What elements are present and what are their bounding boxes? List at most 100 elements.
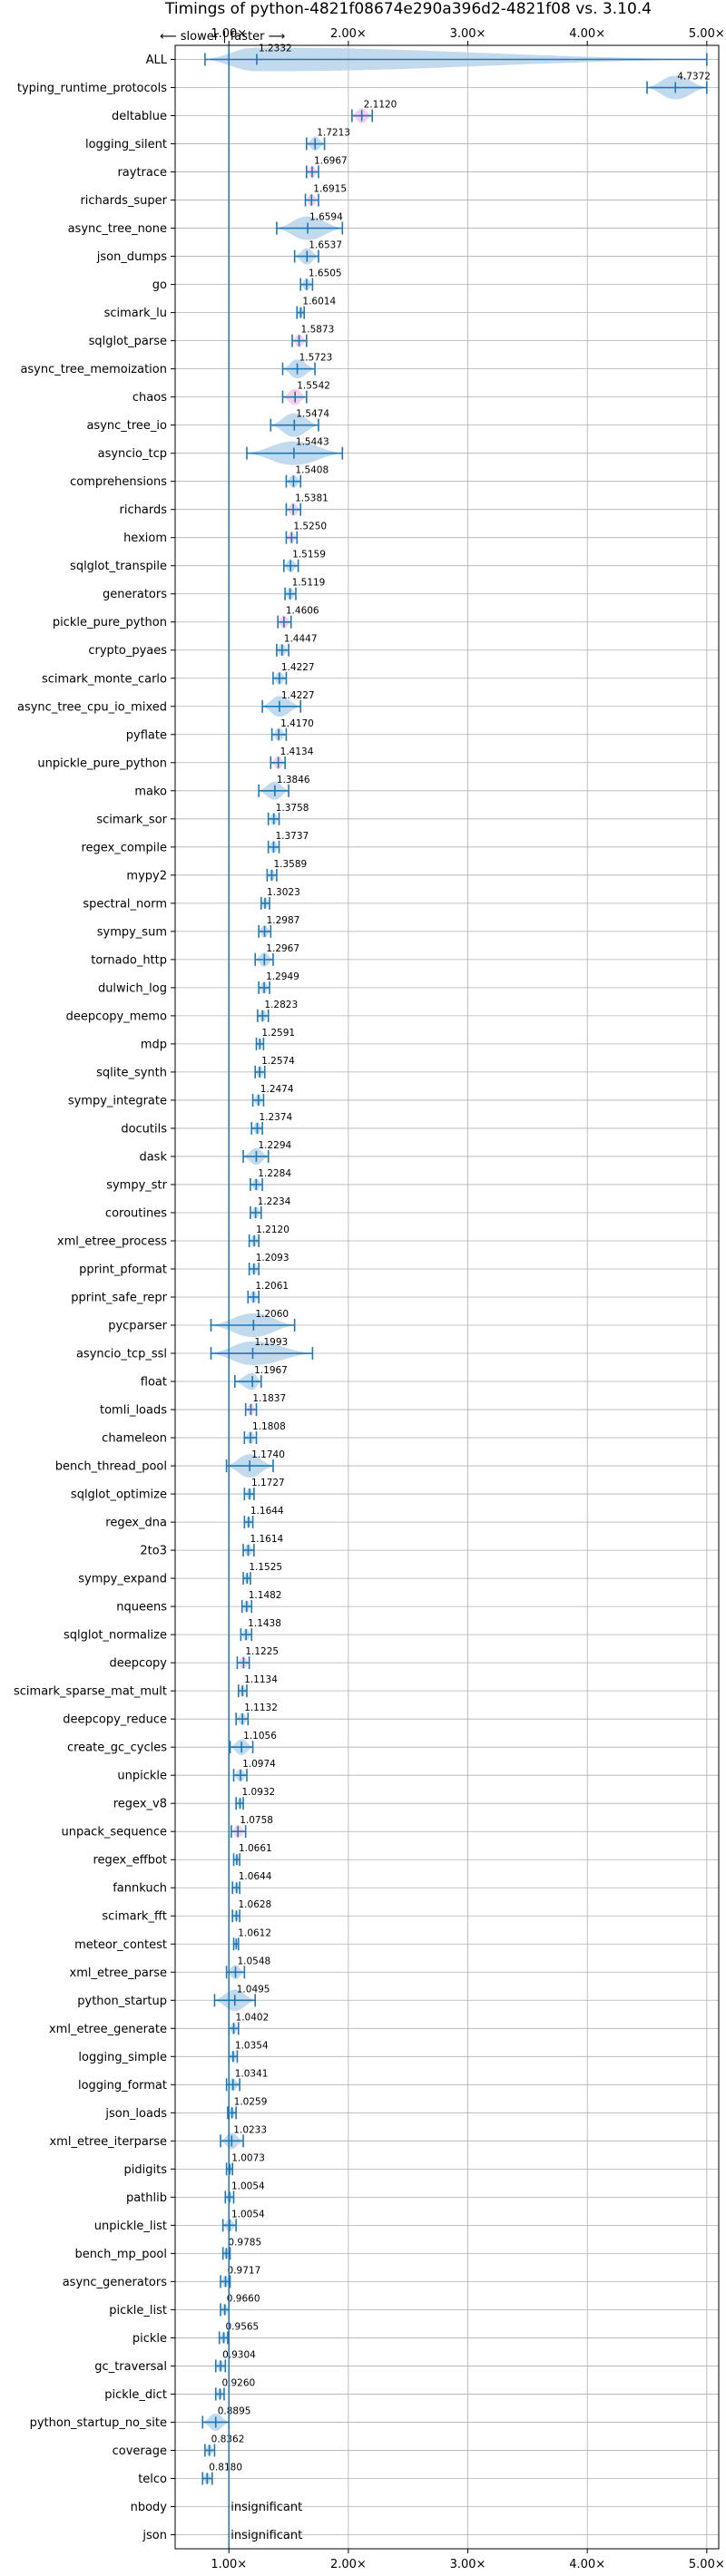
value-label: 1.3737 [275,831,309,842]
benchmark-label: async_tree_io [86,419,167,433]
benchmark-label: fannkuch [113,1882,167,1896]
value-label: 1.5159 [292,550,326,561]
benchmark-label: richards_super [80,194,167,208]
benchmark-label: unpickle [117,1770,167,1783]
insignificant-label: insignificant [231,2529,302,2542]
benchmark-label: pidigits [124,2163,168,2177]
value-label: 1.0402 [236,2012,270,2023]
value-label: 1.1056 [243,1731,277,1742]
benchmark-label: sympy_sum [97,925,167,939]
benchmark-label: unpickle_list [94,2220,167,2233]
benchmark-label: async_tree_memoization [20,363,167,376]
value-label: 1.0054 [231,2181,265,2191]
value-label: 1.2294 [258,1140,291,1151]
benchmark-label: tomli_loads [100,1404,167,1418]
benchmark-label: coroutines [105,1206,167,1220]
value-label: 1.1525 [249,1562,282,1573]
value-label: 1.0758 [240,1815,273,1826]
value-label: 1.1837 [252,1393,286,1404]
value-label: 1.2120 [256,1225,289,1235]
value-label: 1.2332 [259,44,292,54]
value-label: 1.4134 [280,746,314,757]
value-label: 1.6594 [309,212,343,223]
benchmark-label: sympy_integrate [68,1094,167,1107]
value-label: 1.5119 [292,578,326,589]
value-label: 1.0644 [239,1871,272,1882]
benchmark-label: json_dumps [96,250,167,264]
benchmark-label: spectral_norm [83,897,167,911]
value-label: 1.7213 [317,128,350,139]
value-label: 0.9785 [228,2237,261,2248]
value-label: 1.2474 [260,1084,294,1095]
value-label: 1.0548 [237,1956,270,1966]
value-label: 0.9304 [222,2349,256,2360]
benchmark-label: logging_format [78,2079,167,2093]
value-label: 1.1993 [254,1337,288,1348]
benchmark-label: json_loads [104,2107,167,2121]
benchmark-label: deltablue [112,110,167,123]
benchmark-label: hexiom [123,532,167,545]
benchmark-label: regex_effbot [93,1854,167,1868]
benchmark-label: pprint_pformat [79,1263,167,1276]
value-label: 1.5250 [293,522,327,532]
benchmark-label: create_gc_cycles [67,1742,167,1755]
benchmark-label: sympy_str [106,1178,167,1192]
value-label: 1.1438 [248,1618,281,1629]
benchmark-label: xml_etree_generate [49,2023,167,2036]
x-tick-label-bottom: 5.00× [689,2558,725,2571]
value-label: 1.5873 [301,325,335,336]
benchmark-label: pprint_safe_repr [71,1292,167,1305]
value-label: 1.4227 [281,690,315,701]
value-label: 1.2374 [259,1112,292,1123]
benchmark-label: comprehensions [70,475,167,489]
value-label: 1.4170 [280,718,314,729]
benchmark-label: asyncio_tcp [98,447,167,461]
benchmark-label: unpack_sequence [61,1826,167,1839]
benchmark-label: regex_dna [105,1517,167,1530]
benchmark-label: xml_etree_parse [70,1966,167,1980]
value-label: 1.3846 [277,775,310,785]
value-label: 1.2574 [261,1056,295,1067]
benchmark-label: ALL [146,54,168,67]
value-label: 1.3589 [273,859,307,870]
benchmark-label: scimark_sparse_mat_mult [14,1685,167,1699]
value-label: 1.1614 [250,1534,283,1545]
benchmark-label: go [152,278,167,292]
value-label: 1.0932 [242,1787,276,1798]
benchmark-label: meteor_contest [74,1938,167,1952]
value-label: 1.2949 [266,971,299,982]
benchmark-label: mypy2 [126,869,167,883]
value-label: 1.5474 [296,409,329,420]
benchmark-label: sqlglot_optimize [71,1488,167,1502]
benchmark-label: deepcopy_reduce [63,1713,167,1727]
benchmark-label: unpickle_pure_python [37,756,167,770]
benchmark-label: bench_mp_pool [74,2248,167,2261]
value-label: 1.6537 [309,240,342,251]
value-label: 0.9717 [228,2265,261,2276]
benchmark-label: 2to3 [140,1545,167,1558]
benchmark-label: gc_traversal [94,2360,167,2374]
value-label: 1.0612 [238,1927,271,1938]
benchmark-label: async_generators [63,2276,168,2289]
value-label: 1.5443 [296,437,329,448]
value-label: 0.9660 [227,2293,260,2304]
value-label: 1.2284 [258,1168,291,1179]
value-label: 1.2093 [256,1253,289,1264]
value-label: 1.1808 [252,1421,286,1432]
value-label: 1.5723 [299,353,333,364]
benchmark-label: pickle_pure_python [53,616,167,629]
value-label: 0.9260 [221,2377,255,2388]
value-label: 1.0661 [239,1843,272,1854]
benchmark-label: mako [134,785,167,798]
benchmark-label: chameleon [102,1432,167,1446]
value-label: 1.2591 [261,1028,295,1039]
value-label: 0.8895 [218,2405,251,2416]
direction-label: ⟵ slower | faster ⟶ [160,30,286,44]
benchmark-label: pickle_dict [104,2388,167,2402]
benchmark-label: async_tree_none [68,222,167,236]
benchmark-label: dask [139,1150,167,1164]
x-tick-label-top: 2.00× [330,27,367,41]
benchmark-label: dulwich_log [98,981,167,995]
insignificant-label: insignificant [231,2501,302,2514]
value-label: 1.6967 [314,156,348,167]
